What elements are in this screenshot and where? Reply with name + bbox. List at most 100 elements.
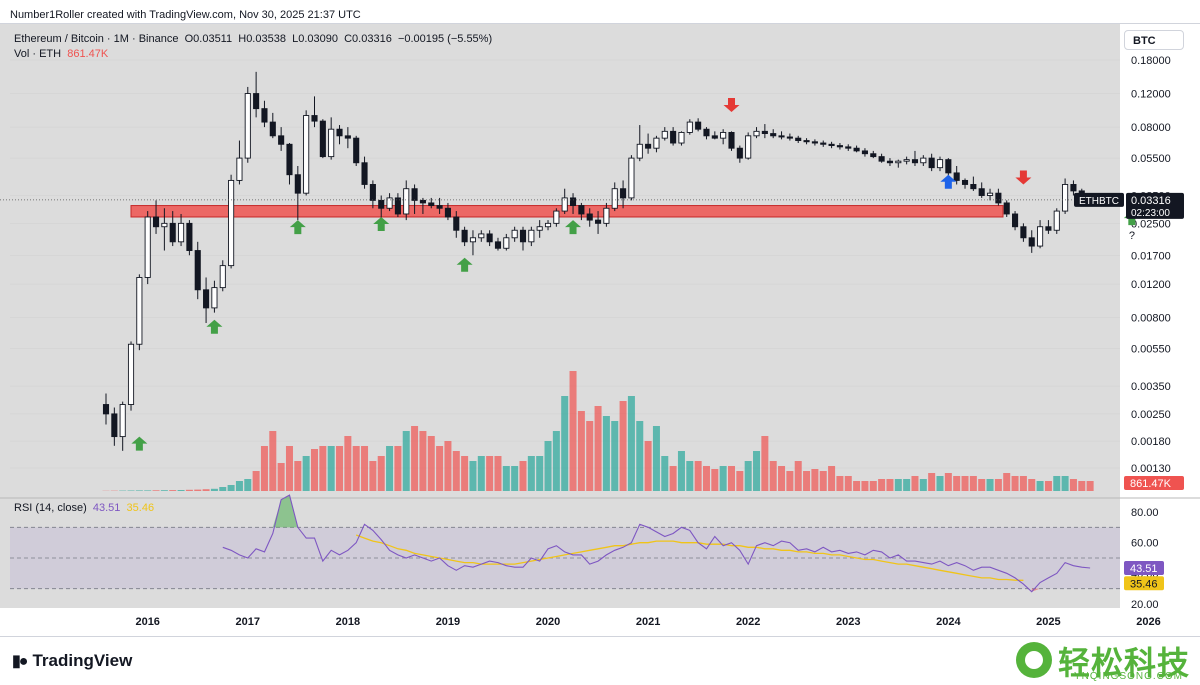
- volume-bar: [260, 446, 268, 491]
- volume-bar: [519, 461, 527, 491]
- volume-bar: [477, 456, 485, 491]
- candle-down: [595, 219, 602, 224]
- rsi-tick-label: 80.00: [1131, 507, 1159, 519]
- volume-bar: [1036, 481, 1044, 491]
- volume-bar: [436, 446, 444, 491]
- candle-down: [1045, 226, 1052, 231]
- watermark-cn: 轻松科技: [1058, 645, 1191, 681]
- volume-bar: [936, 476, 944, 491]
- arrow-down-marker: [1015, 170, 1032, 185]
- tradingview-logo: ▮● TradingView: [12, 651, 132, 671]
- volume-bar: [502, 466, 510, 491]
- candle-up: [1037, 226, 1044, 247]
- candle-up: [544, 222, 552, 228]
- candle-down: [319, 120, 326, 158]
- volume-bar: [152, 490, 160, 491]
- candle-up: [178, 222, 185, 243]
- volume-bar: [160, 490, 168, 491]
- candle-down: [494, 241, 502, 249]
- candle-up: [536, 226, 543, 231]
- candle-up: [686, 121, 693, 133]
- candle-down: [953, 172, 960, 181]
- volume-bar: [452, 451, 460, 491]
- high-value: 0.03538: [246, 33, 286, 45]
- candle-up: [161, 222, 168, 228]
- volume-bar: [202, 489, 210, 491]
- volume-bar: [644, 441, 652, 491]
- candle-down: [728, 131, 735, 149]
- price-pane-bg: [0, 24, 1120, 498]
- volume-bar: [702, 466, 710, 491]
- price-tick-label: 0.00350: [1131, 381, 1171, 393]
- watermark-eye-icon: [1016, 642, 1052, 678]
- volume-bar: [661, 456, 669, 491]
- volume-bar: [694, 461, 702, 491]
- candle-up: [661, 130, 668, 139]
- volume-bar: [903, 479, 911, 491]
- last-price-badge-bg: [1126, 192, 1184, 219]
- volume-label[interactable]: Vol · ETH: [14, 48, 62, 60]
- currency-button[interactable]: BTC: [1124, 30, 1184, 50]
- volume-bar: [494, 456, 502, 491]
- volume-bar: [577, 411, 585, 491]
- low-label: L: [292, 33, 299, 45]
- candle-down: [378, 199, 385, 209]
- time-tick-label: 2025: [1036, 616, 1060, 628]
- candle-down: [670, 130, 677, 144]
- price-tick-label: 0.12000: [1131, 89, 1171, 101]
- volume-bar: [144, 490, 152, 491]
- volume-bar: [402, 431, 410, 491]
- volume-bar: [1069, 479, 1077, 491]
- candle-up: [903, 159, 910, 162]
- candle-down: [369, 184, 376, 201]
- open-value: 0.03511: [193, 33, 233, 45]
- time-axis-bg: [0, 608, 1120, 636]
- volume-bar: [344, 436, 352, 491]
- volume-bar: [719, 466, 727, 491]
- candle-down: [586, 213, 593, 221]
- symbol-badge-bg: [1074, 192, 1124, 207]
- volume-bar: [1086, 481, 1094, 491]
- symbol-badge-text: ETHBTC: [1079, 196, 1119, 207]
- candle-down: [261, 108, 268, 123]
- volume-bar: [594, 406, 602, 491]
- volume-bar: [427, 436, 435, 491]
- candle-up: [119, 404, 126, 438]
- volume-bar: [686, 461, 694, 491]
- candle-up: [528, 229, 535, 243]
- volume-bar: [461, 456, 469, 491]
- candle-down: [102, 404, 110, 415]
- time-tick-label: 2016: [135, 616, 159, 628]
- volume-bar: [444, 441, 452, 491]
- volume-legend: Vol · ETH 861.47K: [14, 48, 108, 60]
- candle-down: [361, 162, 368, 185]
- time-tick-label: 2024: [936, 616, 961, 628]
- volume-bar: [619, 401, 627, 491]
- time-tick-label: 2026: [1136, 616, 1160, 628]
- rsi-badge-bg: [1124, 560, 1164, 575]
- candle-down: [419, 199, 426, 204]
- candle-down: [428, 202, 435, 207]
- volume-bar: [1053, 476, 1061, 491]
- volume-bar: [219, 487, 227, 491]
- volume-bar: [602, 416, 610, 491]
- candle-down: [861, 150, 868, 155]
- volume-bar: [828, 466, 836, 491]
- symbol-label[interactable]: Ethereum / Bitcoin · 1M · Binance: [14, 33, 179, 45]
- candle-down: [853, 147, 860, 152]
- candle-up: [511, 229, 518, 239]
- volume-bar: [361, 446, 369, 491]
- candle-up: [986, 192, 994, 196]
- volume-bar: [769, 461, 777, 491]
- candle-down: [411, 188, 418, 201]
- rsi-label[interactable]: RSI (14, close): [14, 502, 87, 514]
- volume-bar: [711, 469, 719, 491]
- candle-down: [928, 157, 935, 169]
- volume-bar: [861, 481, 869, 491]
- time-tick-label: 2022: [736, 616, 760, 628]
- candle-down: [186, 222, 193, 251]
- volume-bar: [527, 456, 535, 491]
- candle-down: [394, 197, 401, 215]
- eth-btc-chart[interactable]: 0.180000.120000.080000.055000.035000.025…: [0, 24, 1200, 636]
- price-tick-label: 0.00180: [1131, 436, 1171, 448]
